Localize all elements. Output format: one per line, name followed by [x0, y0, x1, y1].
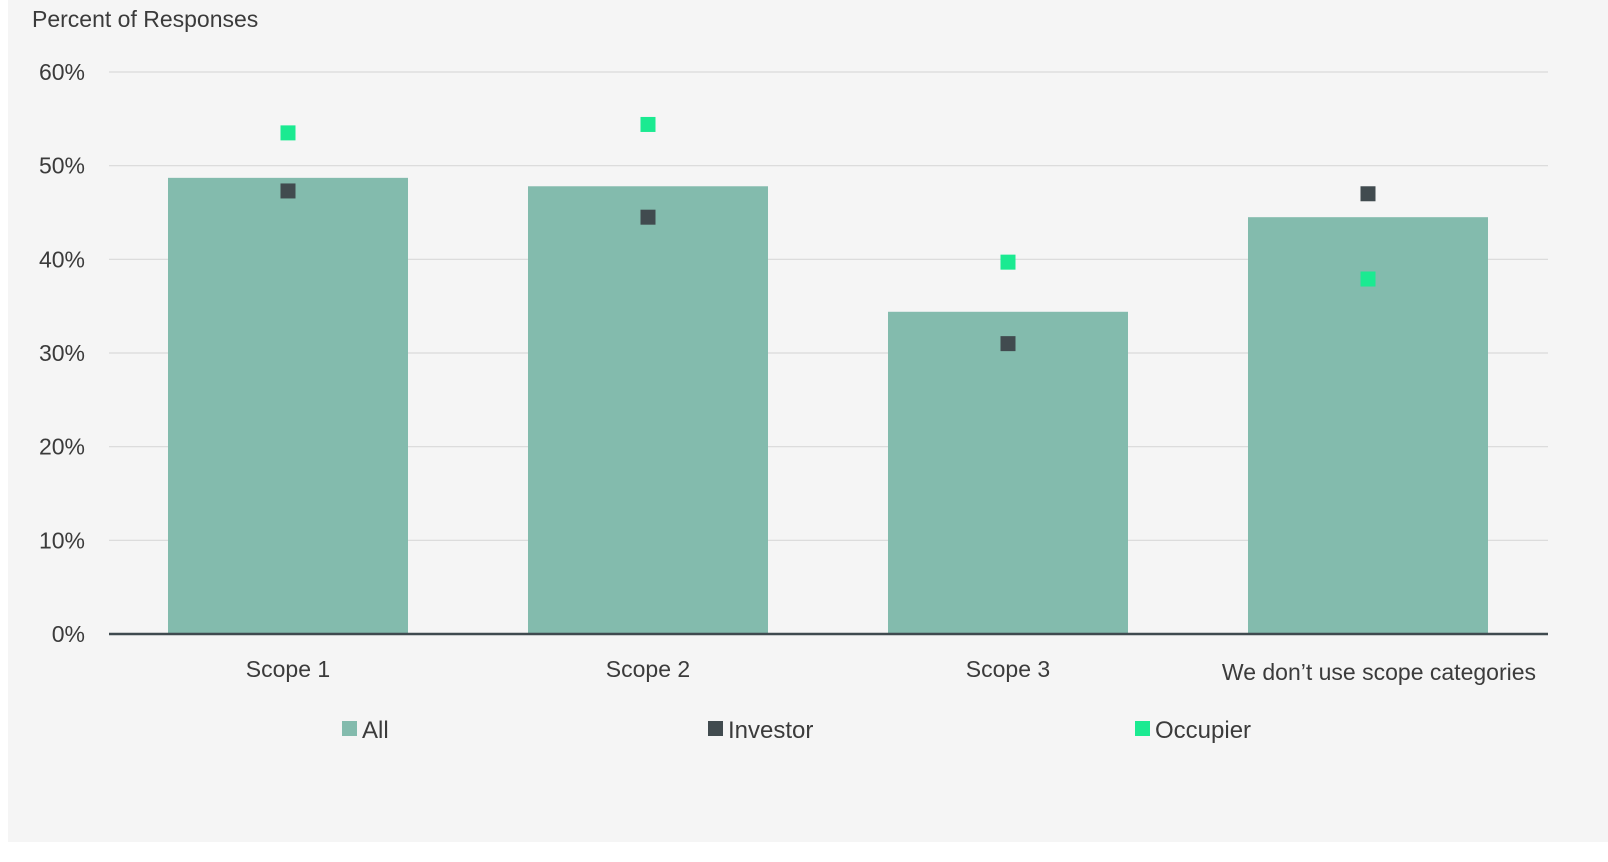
y-tick-label: 30% — [39, 340, 85, 366]
bar-all-scope-2 — [528, 186, 768, 635]
marker-occupier-scope-1 — [280, 125, 296, 141]
x-tick-label: Scope 2 — [606, 656, 690, 682]
y-tick-label: 60% — [39, 59, 85, 85]
bar-all-scope-1 — [168, 177, 408, 635]
marker-investor-scope-1 — [280, 183, 296, 199]
legend-item-investor: Investor — [708, 717, 813, 744]
legend-label-all: All — [362, 717, 389, 744]
markers — [280, 116, 1376, 352]
marker-occupier-scope-3 — [1000, 254, 1016, 270]
y-tick-label: 10% — [39, 527, 85, 553]
marker-investor-we-don-t-use-scope-categories — [1360, 186, 1376, 202]
marker-investor-scope-2 — [640, 209, 656, 225]
legend: All Investor Occupier — [342, 717, 1251, 744]
x-tick-labels: Scope 1 Scope 2 Scope 3 We don’t use scope … — [246, 656, 1536, 685]
marker-occupier-scope-2 — [640, 116, 656, 132]
legend-swatch-all — [342, 721, 357, 736]
legend-swatch-investor — [708, 721, 723, 736]
y-tick-labels: 0% 10% 20% 30% 40% 50% 60% — [39, 59, 85, 647]
x-tick-label: Scope 1 — [246, 656, 330, 682]
legend-label-occupier: Occupier — [1155, 717, 1251, 744]
legend-item-occupier: Occupier — [1135, 717, 1251, 744]
x-tick-label: Scope 3 — [966, 656, 1050, 682]
chart-panel: Percent of Responses 0% 10% 20% 30% 40% 50% 60… — [8, 0, 1608, 842]
y-tick-label: 50% — [39, 153, 85, 179]
chart-svg: Percent of Responses 0% 10% 20% 30% 40% 50% 60… — [32, 6, 1548, 744]
marker-investor-scope-3 — [1000, 336, 1016, 352]
y-tick-label: 40% — [39, 246, 85, 272]
bar-all-we-don-t-use-scope-categories — [1248, 217, 1488, 634]
x-tick-label: We don’t use scope categories — [1222, 659, 1536, 685]
y-axis-title: Percent of Responses — [32, 6, 258, 32]
bar-all-scope-3 — [888, 311, 1128, 634]
legend-item-all: All — [342, 717, 389, 744]
marker-occupier-we-don-t-use-scope-categories — [1360, 271, 1376, 287]
legend-label-investor: Investor — [728, 717, 813, 744]
legend-swatch-occupier — [1135, 721, 1150, 736]
y-tick-label: 0% — [52, 621, 85, 647]
y-tick-label: 20% — [39, 434, 85, 460]
bars — [168, 177, 1488, 635]
